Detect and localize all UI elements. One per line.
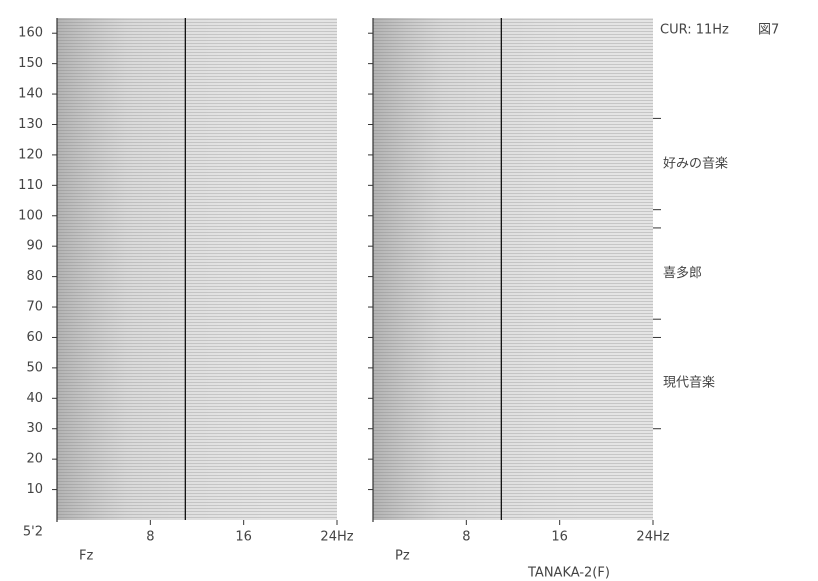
segment-label: 好みの音楽 (663, 156, 728, 172)
y-tick-label: 160 (18, 26, 43, 41)
segment-label: 喜多郎 (663, 265, 702, 281)
x-tick-label: 8 (462, 530, 470, 545)
footer: TANAKA-2(F) (527, 566, 610, 581)
y-tick-label: 130 (18, 117, 43, 132)
y-tick-label: 60 (26, 330, 43, 345)
panel-label: Pz (395, 549, 410, 564)
y-tick-label: 20 (26, 452, 43, 467)
y-tick-label: 40 (26, 391, 43, 406)
y-tick-label: 150 (18, 56, 43, 71)
x-tick-label: 24Hz (320, 530, 353, 545)
y-tick-label: 70 (26, 300, 43, 315)
y-tick-label: 80 (26, 269, 43, 284)
y-tick-label: 10 (26, 482, 43, 497)
x-tick-label: 24Hz (636, 530, 669, 545)
panel-label: Fz (79, 549, 93, 564)
x-tick-label: 16 (235, 530, 252, 545)
spectra-shade (373, 18, 653, 520)
y-tick-label: 90 (26, 239, 43, 254)
figure-label: 図7 (758, 23, 779, 38)
y-tick-label: 50 (26, 360, 43, 375)
segment-label: 現代音楽 (663, 375, 715, 391)
y-tick-label: 120 (18, 147, 43, 162)
x-tick-label: 8 (146, 530, 154, 545)
y-start-label: 5'2 (23, 525, 43, 540)
y-tick-label: 100 (18, 208, 43, 223)
x-tick-label: 16 (551, 530, 568, 545)
y-tick-label: 140 (18, 87, 43, 102)
y-tick-label: 110 (18, 178, 43, 193)
y-tick-label: 30 (26, 421, 43, 436)
spectra-shade (57, 18, 337, 520)
cursor-label: CUR: 11Hz (660, 23, 729, 38)
